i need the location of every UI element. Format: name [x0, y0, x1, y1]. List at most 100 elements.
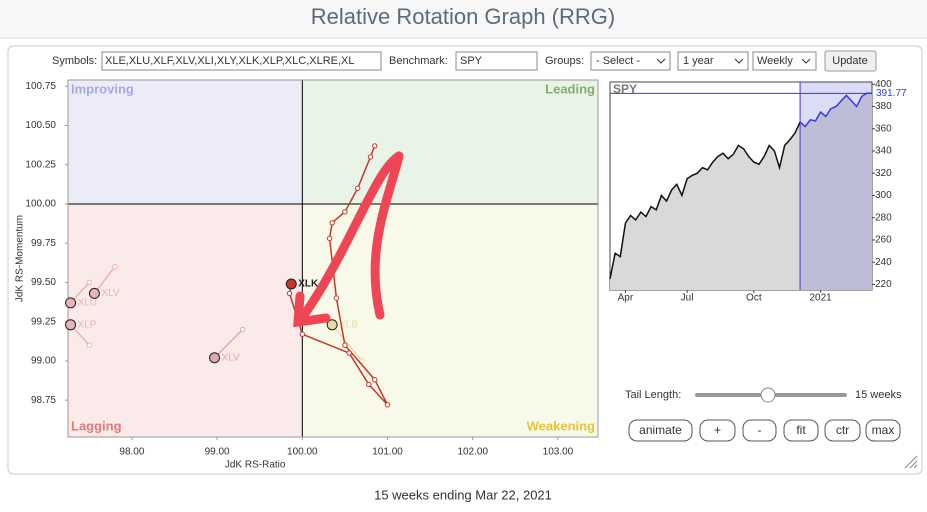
- x-tick-label: Jul: [681, 293, 694, 304]
- arrow-stroke: [297, 151, 404, 323]
- tail-point: [286, 290, 293, 297]
- x-tick-label: 103.00: [543, 447, 574, 458]
- head-point[interactable]: [65, 319, 77, 331]
- chart-title: SPY: [613, 82, 637, 96]
- y-tick-label: 100.00: [25, 199, 56, 210]
- y-tick-label: 100.75: [25, 81, 56, 92]
- update-label[interactable]: Update: [832, 55, 867, 67]
- series-label: XLB: [339, 319, 358, 330]
- period-value[interactable]: 1 year: [683, 55, 714, 67]
- tail-line: [331, 324, 363, 362]
- x-tick-label: 2021: [810, 293, 833, 304]
- x-tick-label: Apr: [618, 293, 634, 304]
- groups-value[interactable]: - Select -: [596, 55, 640, 67]
- tail-point: [346, 350, 352, 356]
- tool-button[interactable]: [783, 419, 819, 442]
- tool-button[interactable]: [865, 419, 901, 442]
- arrow-head: [293, 291, 331, 328]
- tail-point: [239, 326, 246, 333]
- tail-value: 15 weeks: [855, 389, 902, 401]
- benchmark-value[interactable]: SPY: [460, 55, 483, 67]
- tail-point: [112, 264, 118, 270]
- series-label: XLV: [101, 288, 119, 299]
- quadrant-weakening: [302, 203, 598, 437]
- tail-point: [86, 342, 93, 348]
- last-value-label: 391.77: [876, 88, 907, 99]
- price-line: [609, 121, 801, 280]
- dropdown-caret: [734, 58, 744, 64]
- tail-point: [367, 154, 374, 160]
- tool-button-label[interactable]: ctr: [836, 423, 849, 437]
- tail-point: [342, 209, 348, 215]
- tool-button-label[interactable]: max: [872, 423, 895, 437]
- tool-button-label[interactable]: animate: [639, 423, 682, 437]
- period-select[interactable]: [677, 51, 749, 71]
- head-point[interactable]: [326, 319, 338, 331]
- head-point[interactable]: [209, 352, 221, 364]
- tail-point: [366, 381, 372, 388]
- quadrant-label: Leading: [545, 81, 595, 96]
- frequency-select[interactable]: [752, 51, 817, 71]
- header-bar: [0, 0, 927, 38]
- head-point[interactable]: [285, 278, 297, 290]
- quadrant-label: Improving: [71, 81, 134, 96]
- tool-button-label[interactable]: fit: [796, 423, 806, 437]
- tool-button[interactable]: [628, 419, 693, 442]
- y-tick-label: 400: [875, 79, 892, 90]
- highlight-region: [800, 82, 872, 290]
- tail-point: [359, 358, 365, 364]
- frequency-value[interactable]: Weekly: [757, 55, 793, 67]
- head-point[interactable]: [88, 287, 100, 299]
- tool-button[interactable]: [742, 419, 777, 442]
- head-point[interactable]: [65, 297, 77, 309]
- groups-label: Groups:: [545, 55, 584, 67]
- symbols-value[interactable]: XLE,XLU,XLF,XLV,XLI,XLY,XLK,XLP,XLC,XLRE…: [105, 55, 355, 67]
- tool-button-label[interactable]: -: [758, 423, 762, 437]
- tail-point: [329, 220, 335, 226]
- symbols-input[interactable]: [101, 51, 382, 71]
- benchmark-input[interactable]: [455, 51, 538, 71]
- tail-point: [299, 331, 306, 337]
- y-tick-label: 100.50: [25, 120, 56, 131]
- quadrant-label: Weakening: [527, 418, 595, 433]
- quadrant-lagging: [68, 203, 303, 437]
- dropdown-caret: [656, 58, 666, 64]
- series-label: XLP: [78, 319, 97, 330]
- y-tick-label: 240: [875, 257, 892, 268]
- groups-select[interactable]: [590, 51, 671, 71]
- y-tick-label: 99.50: [31, 277, 56, 288]
- tool-button[interactable]: [824, 419, 861, 442]
- symbols-label: Symbols:: [52, 55, 97, 67]
- resize-grip: [904, 455, 918, 469]
- y-tick-label: 260: [875, 235, 892, 246]
- y-tick-label: 99.00: [31, 356, 56, 367]
- series-label: XLK: [298, 279, 319, 290]
- x-tick-label: 98.00: [119, 447, 144, 458]
- x-tick-label: 102.00: [457, 447, 488, 458]
- tail-point: [355, 185, 361, 191]
- y-axis-title: JdK RS-Momentum: [15, 215, 26, 302]
- y-tick-label: 220: [875, 279, 892, 290]
- tail-point: [326, 235, 333, 242]
- plot-frame: [67, 79, 599, 438]
- slider-knob[interactable]: [760, 387, 776, 403]
- rrg-chart: Improving Leading Lagging Weakening 98.00 99.…: [15, 79, 599, 471]
- arrow-stroke: [370, 151, 404, 320]
- tail-point: [333, 295, 340, 301]
- tail-point: [86, 279, 93, 286]
- quadrant-leading: [302, 80, 598, 204]
- button-row: animate + - fit ctr max: [628, 419, 901, 442]
- y-tick-label: 99.75: [31, 238, 56, 249]
- tool-button[interactable]: [699, 419, 736, 442]
- tail-line: [214, 328, 244, 359]
- tool-button-label[interactable]: +: [714, 423, 721, 437]
- footer: 15 weeks ending Mar 22, 2021: [374, 487, 552, 502]
- y-tick-label: 280: [875, 212, 892, 223]
- dropdown-caret: [801, 58, 811, 64]
- y-tick-label: 340: [875, 146, 892, 157]
- series-label: XLV: [222, 352, 240, 363]
- update-button[interactable]: [824, 50, 877, 72]
- x-tick-label: 99.00: [205, 447, 230, 458]
